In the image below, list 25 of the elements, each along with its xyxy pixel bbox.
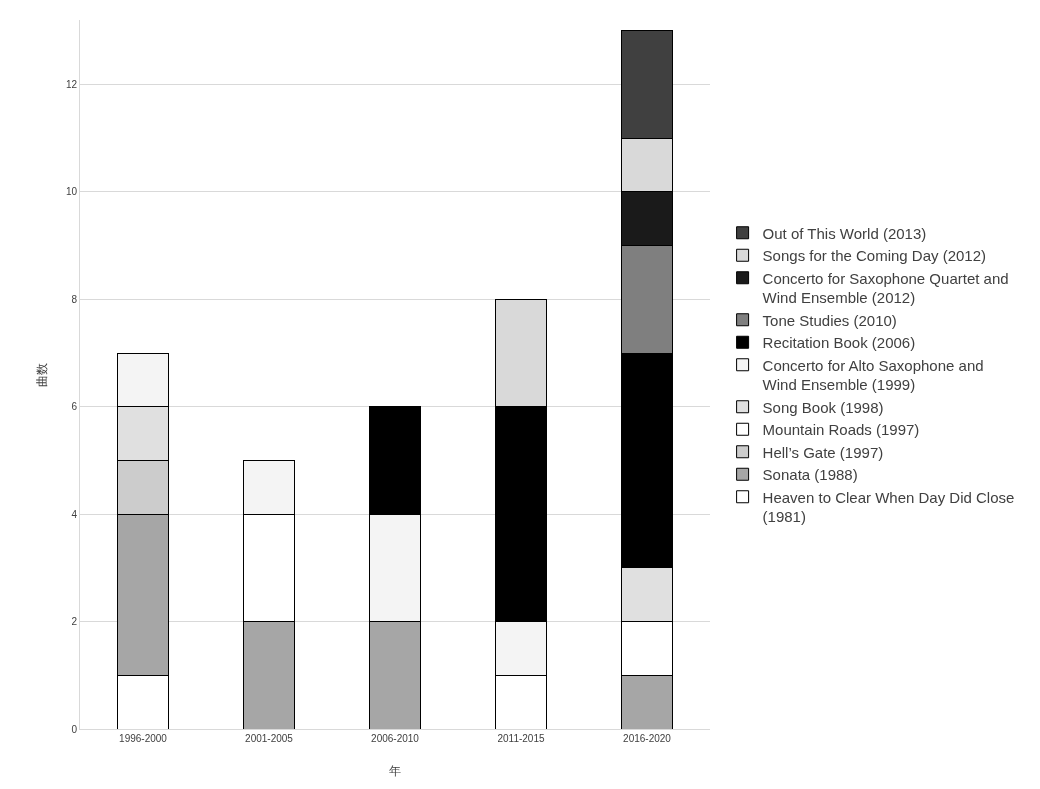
legend-label: Songs for the Coming Day (2012) [762, 247, 987, 265]
legend-label: Concerto for Alto Saxophone and Wind Ensemble (1999) [762, 356, 984, 394]
legend-label: Recitation Book (2006) [762, 334, 916, 352]
legend-label: Heaven to Clear When Day Did Close (1981) [762, 488, 1015, 526]
x-tick-label: 1996-2000 [119, 733, 168, 744]
y-tick-label: 10 [65, 186, 78, 198]
y-tick-label: 2 [71, 616, 78, 628]
y-tick-label: 6 [71, 401, 78, 413]
y-tick-label: 0 [71, 723, 78, 735]
x-tick-label: 2006-2010 [371, 733, 420, 744]
y-axis-title: 曲数 [35, 362, 49, 387]
y-tick-label: 8 [71, 293, 78, 305]
legend-label: Mountain Roads (1997) [762, 421, 920, 439]
y-tick-label: 12 [65, 78, 78, 90]
x-tick-label: 2016-2020 [623, 733, 672, 744]
legend-label: Sonata (1988) [762, 466, 858, 484]
legend-label: Out of This World (2013) [762, 224, 927, 242]
legend-label: Song Book (1998) [762, 398, 884, 416]
legend-label: Hell’s Gate (1997) [762, 443, 884, 461]
x-tick-label: 2011-2015 [497, 733, 545, 744]
x-axis-title: 年 [389, 764, 401, 778]
y-tick-label: 4 [71, 508, 78, 520]
x-tick-label: 2001-2005 [245, 733, 294, 744]
legend-label: Tone Studies (2010) [762, 311, 897, 329]
legend-label: Concerto for Saxophone Quartet and Wind Ensemble (2012) [762, 269, 1009, 307]
